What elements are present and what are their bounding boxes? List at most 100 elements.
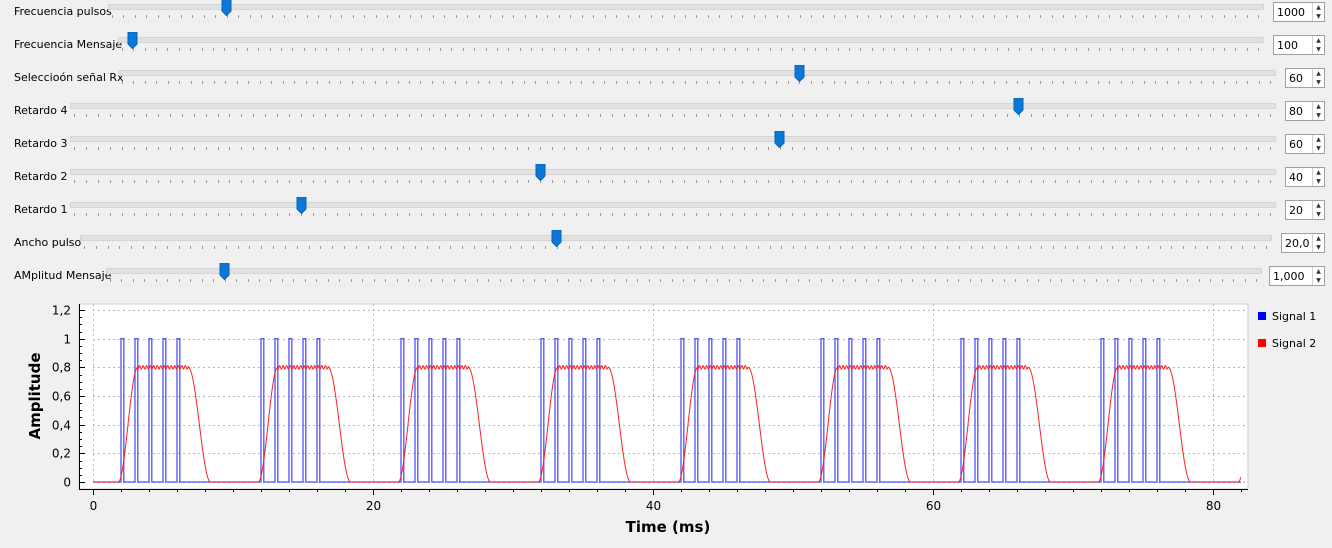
spin-down-icon[interactable]: ▼ [1316, 178, 1321, 185]
spinbox-value: 20,0 [1285, 237, 1310, 250]
spin-up-icon[interactable]: ▲ [1316, 103, 1321, 110]
spin-up-icon[interactable]: ▲ [1316, 4, 1321, 11]
slider-track[interactable] [106, 268, 1262, 274]
slider-handle[interactable] [221, 0, 232, 16]
spinbox-arrows: ▲ ▼ [1312, 267, 1324, 285]
slider-ticks [74, 180, 1271, 183]
legend-swatch [1258, 312, 1266, 320]
slider-handle[interactable] [794, 65, 805, 82]
slider-handle[interactable] [774, 131, 785, 148]
slider-ticks [122, 81, 1271, 84]
spinbox-value: 1,000 [1273, 270, 1305, 283]
legend-item-signal-1[interactable]: Signal 1 [1258, 310, 1316, 323]
spinbox-value: 60 [1289, 138, 1303, 151]
slider-row: Frecuencia Mensaje 100 ▲ ▼ [0, 32, 1332, 66]
spin-up-icon[interactable]: ▲ [1316, 136, 1321, 143]
spinbox-value: 20 [1289, 204, 1303, 217]
legend-swatch [1258, 339, 1266, 347]
series-signal-2-line [93, 364, 1242, 483]
slider-track[interactable] [70, 169, 1276, 175]
slider-ticks [74, 114, 1271, 117]
slider-track[interactable] [108, 4, 1264, 10]
legend-label: Signal 1 [1272, 310, 1317, 323]
slider-ticks [74, 147, 1271, 150]
value-spinbox[interactable]: 1,000 ▲ ▼ [1269, 266, 1325, 286]
plot-area: 0 0,2 0,4 0,6 0,8 1 1,2 0 20 40 60 80 Time (ms) Ampli… [26, 303, 1249, 536]
slider-handle[interactable] [219, 263, 230, 280]
slider-handle[interactable] [127, 32, 138, 49]
y-tick-label: 0,4 [52, 419, 71, 433]
slider-ticks [112, 15, 1259, 18]
slider-track[interactable] [70, 136, 1276, 142]
spinbox-arrows: ▲ ▼ [1312, 201, 1324, 219]
spin-down-icon[interactable]: ▼ [1316, 277, 1321, 284]
y-tick-label: 0 [63, 476, 71, 490]
slider-handle[interactable] [296, 197, 307, 214]
y-tick-label: 0,8 [52, 361, 71, 375]
spinbox-arrows: ▲ ▼ [1312, 234, 1324, 252]
value-spinbox[interactable]: 60 ▲ ▼ [1285, 68, 1325, 88]
slider-ticks [74, 213, 1271, 216]
slider-row: Frecuencia pulsos 1000 ▲ ▼ [0, 0, 1332, 33]
slider-track[interactable] [70, 103, 1276, 109]
value-spinbox[interactable]: 20,0 ▲ ▼ [1281, 233, 1325, 253]
spin-down-icon[interactable]: ▼ [1316, 79, 1321, 86]
value-spinbox[interactable]: 40 ▲ ▼ [1285, 167, 1325, 187]
slider-track[interactable] [118, 37, 1264, 43]
slider-row: Retardo 2 40 ▲ ▼ [0, 164, 1332, 198]
x-tick-label: 60 [926, 499, 941, 513]
spinbox-arrows: ▲ ▼ [1312, 102, 1324, 120]
spin-down-icon[interactable]: ▼ [1316, 145, 1321, 152]
spin-up-icon[interactable]: ▲ [1316, 235, 1321, 242]
spin-down-icon[interactable]: ▼ [1316, 13, 1321, 20]
slider-track[interactable] [118, 70, 1276, 76]
y-tick-label: 1 [63, 333, 71, 347]
spinbox-value: 100 [1277, 39, 1298, 52]
spin-up-icon[interactable]: ▲ [1316, 202, 1321, 209]
spinbox-arrows: ▲ ▼ [1312, 3, 1324, 21]
slider-label: AMplitud Mensaje [14, 269, 112, 282]
slider-track[interactable] [70, 202, 1276, 208]
x-tick-label: 40 [646, 499, 661, 513]
value-spinbox[interactable]: 100 ▲ ▼ [1273, 35, 1325, 55]
slider-label: Retardo 4 [14, 104, 68, 117]
slider-row: Ancho pulso 20,0 ▲ ▼ [0, 230, 1332, 264]
spin-down-icon[interactable]: ▼ [1316, 112, 1321, 119]
value-spinbox[interactable]: 1000 ▲ ▼ [1273, 2, 1325, 22]
y-tick-label: 0,6 [52, 390, 71, 404]
slider-label: Frecuencia Mensaje [14, 38, 123, 51]
slider-row: Retardo 1 20 ▲ ▼ [0, 197, 1332, 231]
value-spinbox[interactable]: 80 ▲ ▼ [1285, 101, 1325, 121]
y-axis-label: Amplitude [26, 352, 44, 439]
spin-up-icon[interactable]: ▲ [1316, 268, 1321, 275]
slider-handle[interactable] [535, 164, 546, 181]
slider-label: Seleccioón señal Rx [14, 71, 124, 84]
spin-up-icon[interactable]: ▲ [1316, 70, 1321, 77]
spinbox-value: 1000 [1277, 6, 1305, 19]
slider-label: Retardo 2 [14, 170, 68, 183]
spin-up-icon[interactable]: ▲ [1316, 169, 1321, 176]
slider-row: AMplitud Mensaje 1,000 ▲ ▼ [0, 263, 1332, 297]
slider-handle[interactable] [551, 230, 562, 247]
spinbox-value: 60 [1289, 72, 1303, 85]
spinbox-value: 40 [1289, 171, 1303, 184]
spin-down-icon[interactable]: ▼ [1316, 244, 1321, 251]
value-spinbox[interactable]: 60 ▲ ▼ [1285, 134, 1325, 154]
slider-track[interactable] [80, 235, 1272, 241]
value-spinbox[interactable]: 20 ▲ ▼ [1285, 200, 1325, 220]
slider-ticks [84, 246, 1267, 249]
slider-row: Retardo 4 80 ▲ ▼ [0, 98, 1332, 132]
spin-down-icon[interactable]: ▼ [1316, 46, 1321, 53]
spinbox-arrows: ▲ ▼ [1312, 36, 1324, 54]
slider-ticks [110, 279, 1257, 282]
spin-down-icon[interactable]: ▼ [1316, 211, 1321, 218]
slider-ticks [122, 48, 1259, 51]
slider-label: Ancho pulso [14, 236, 82, 249]
slider-label: Retardo 3 [14, 137, 68, 150]
spin-up-icon[interactable]: ▲ [1316, 37, 1321, 44]
x-tick-label: 0 [90, 499, 98, 513]
legend-item-signal-2[interactable]: Signal 2 [1258, 337, 1316, 350]
slider-handle[interactable] [1013, 98, 1024, 115]
x-tick-label: 80 [1206, 499, 1221, 513]
spinbox-arrows: ▲ ▼ [1312, 168, 1324, 186]
